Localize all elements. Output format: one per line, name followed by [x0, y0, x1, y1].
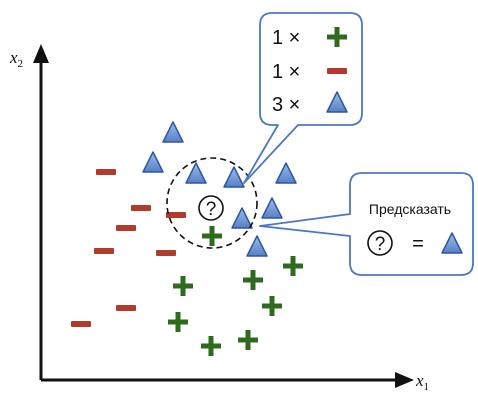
minus-icon	[96, 169, 116, 175]
minus-icon	[71, 321, 91, 327]
count-triangle: 3 ×	[272, 94, 300, 116]
triangle-icon	[223, 166, 245, 188]
triangle-icon	[246, 235, 268, 257]
minus-icon	[94, 248, 114, 254]
neighbors-callout: 1 × 1 × 3 ×	[243, 12, 363, 184]
neighborhood-circle	[166, 157, 258, 249]
plus-icon	[201, 336, 221, 356]
minus-icon	[156, 250, 176, 256]
plus-icon	[327, 27, 347, 47]
question-circle-icon	[198, 195, 224, 221]
y-axis-arrow-icon	[33, 44, 49, 63]
triangle-icon	[441, 232, 463, 254]
minus-icon	[327, 68, 347, 74]
x-axis-arrow-icon	[395, 372, 414, 388]
plus-icon	[283, 256, 303, 276]
plus-icon	[202, 226, 222, 246]
triangle-icon	[275, 162, 297, 184]
question-circle-icon	[367, 230, 393, 256]
prediction-callout-bubble	[259, 172, 474, 276]
prediction-query-symbol: ?	[375, 234, 386, 255]
minus-icon	[166, 212, 186, 218]
query-point: ?	[198, 195, 224, 221]
prediction-title: Предсказать	[369, 201, 451, 217]
x-axis-label: x1	[415, 371, 429, 393]
plus-icon	[243, 270, 263, 290]
triangle-icon	[142, 151, 164, 173]
plus-points	[168, 226, 303, 356]
minus-icon	[131, 205, 151, 211]
prediction-callout: Предсказать ? =	[259, 172, 474, 276]
query-symbol: ?	[206, 199, 217, 220]
neighbors-callout-bubble	[243, 12, 363, 184]
minus-icon	[116, 305, 136, 311]
minus-points	[71, 169, 186, 327]
axes: x1 x2	[9, 44, 429, 393]
plus-icon	[168, 312, 188, 332]
triangle-points	[142, 121, 297, 257]
minus-icon	[116, 225, 136, 231]
count-plus: 1 ×	[272, 27, 300, 49]
triangle-icon	[185, 162, 207, 184]
triangle-icon	[326, 91, 348, 113]
count-minus: 1 ×	[272, 61, 300, 83]
triangle-icon	[231, 207, 253, 229]
triangle-icon	[162, 121, 184, 143]
triangle-icon	[261, 197, 283, 219]
prediction-equals: =	[412, 233, 424, 255]
plus-icon	[238, 330, 258, 350]
plus-icon	[173, 276, 193, 296]
y-axis-label: x2	[9, 48, 23, 70]
plus-icon	[262, 296, 282, 316]
